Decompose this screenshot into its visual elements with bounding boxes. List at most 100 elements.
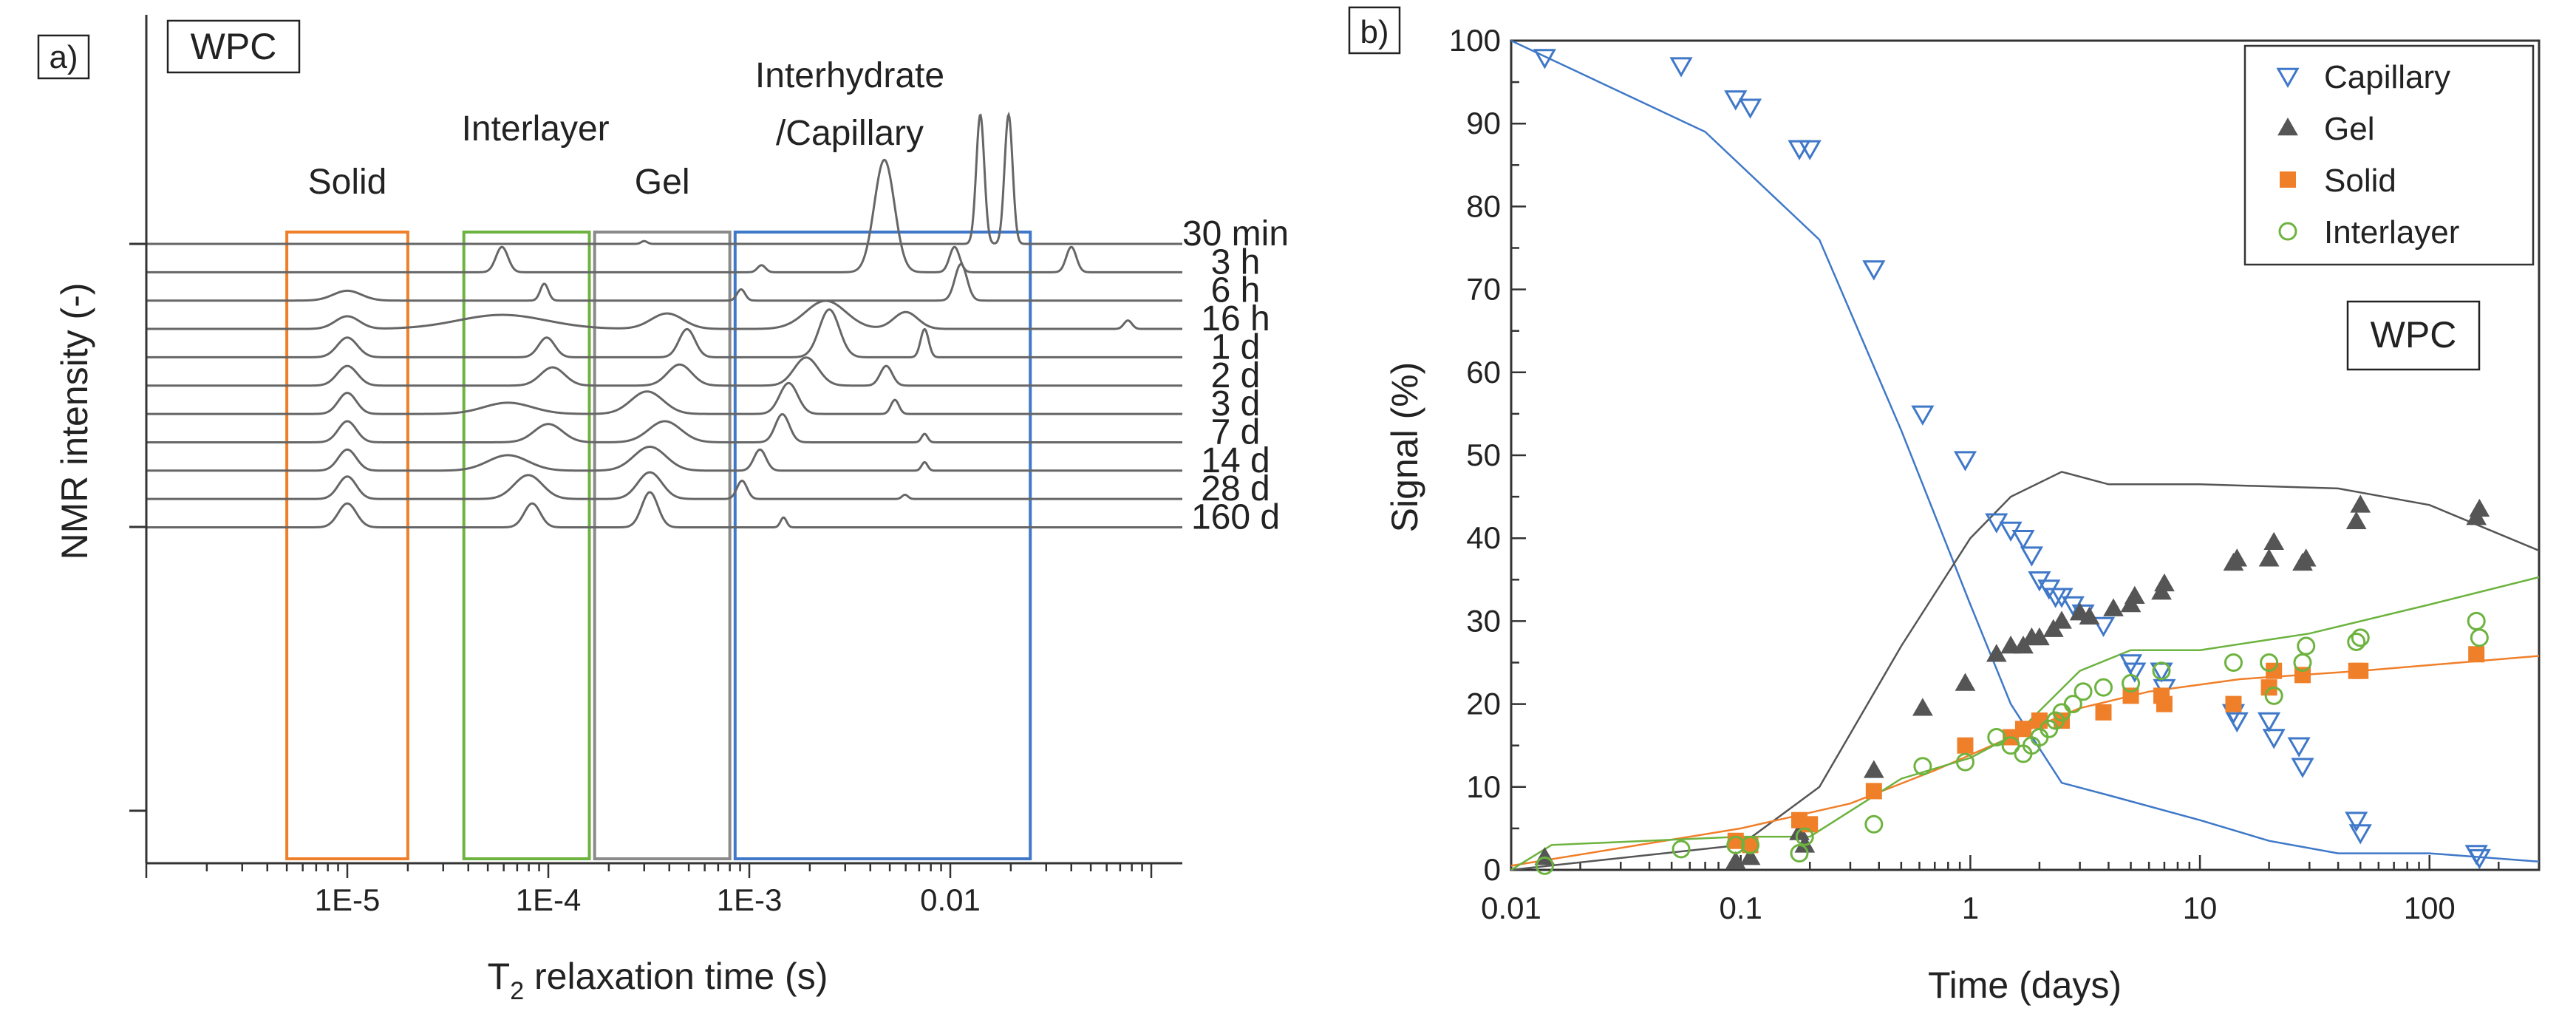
y-tick-label: 30 xyxy=(1466,603,1501,638)
y-tick-label: 10 xyxy=(1466,769,1501,804)
x-tick-label: 0.1 xyxy=(1719,891,1762,925)
region-box-gel xyxy=(593,231,732,860)
point-interlayer xyxy=(2260,653,2279,672)
point-gel xyxy=(2154,573,2175,592)
series-label-2-d: 2 d xyxy=(1211,356,1261,395)
spectrum-28-d xyxy=(146,471,1182,500)
panel-b-y-label: Signal (%) xyxy=(1384,362,1425,533)
panel-a-spectra xyxy=(146,111,1182,528)
point-gel xyxy=(2103,598,2124,616)
point-capillary xyxy=(2467,848,2491,870)
point-interlayer xyxy=(2122,674,2141,693)
point-gel xyxy=(2124,585,2145,604)
point-capillary xyxy=(1533,49,1556,69)
y-tick-label: 90 xyxy=(1466,106,1501,140)
legend-marker-solid xyxy=(2280,171,2296,188)
point-interlayer xyxy=(1955,752,1974,772)
y-tick-label: 60 xyxy=(1466,355,1501,389)
point-capillary xyxy=(2287,737,2311,758)
series-label-160-d: 160 d xyxy=(1191,498,1280,537)
panel-b: b) 0.01 0.1 1 10 100 0 10 20 30 40 50 60 70 80 90 100 W… xyxy=(1348,6,2541,1006)
point-capillary xyxy=(1911,405,1935,426)
point-solid xyxy=(2266,662,2283,679)
point-gel xyxy=(2051,610,2072,629)
panel-b-title-box xyxy=(2346,300,2481,371)
point-capillary xyxy=(2262,729,2286,749)
series-label-14-d: 14 d xyxy=(1201,441,1270,480)
point-capillary xyxy=(2291,758,2314,778)
point-capillary xyxy=(1862,260,1886,281)
panel-a-y-label: NMR intensity (-) xyxy=(54,282,95,559)
spectrum-160-d xyxy=(146,491,1182,528)
point-interlayer xyxy=(2063,695,2082,714)
point-gel xyxy=(1912,698,1933,716)
point-interlayer xyxy=(2264,686,2283,705)
point-solid xyxy=(1865,783,1882,800)
point-capillary xyxy=(1798,140,1822,160)
point-interlayer xyxy=(2347,632,2366,651)
panel-a-x-ticks: 1E-5 1E-4 1E-3 0.01 xyxy=(145,863,1153,917)
point-solid xyxy=(1742,837,1759,854)
legend-label-capillary: Capillary xyxy=(2324,59,2450,95)
x-tick-label: 0.01 xyxy=(1481,891,1541,925)
panel-b-label: b) xyxy=(1360,14,1388,50)
panel-b-points xyxy=(1533,49,2491,875)
region-label-interlayer: Interlayer xyxy=(462,109,610,149)
x-tick-label: 1E-5 xyxy=(315,882,381,917)
point-interlayer xyxy=(1795,827,1814,846)
point-gel xyxy=(2295,548,2317,567)
series-label-3-d: 3 d xyxy=(1211,384,1261,423)
x-tick-label: 10 xyxy=(2183,891,2218,925)
point-interlayer xyxy=(2094,678,2113,697)
panel-b-title: WPC xyxy=(2371,314,2457,355)
point-interlayer xyxy=(2467,611,2486,630)
x-tick-label: 1 xyxy=(1962,891,1979,925)
region-label-gel: Gel xyxy=(635,163,690,202)
x-tick-label: 0.01 xyxy=(920,882,981,917)
region-label-solid: Solid xyxy=(308,163,387,202)
panel-b-label-box xyxy=(1348,6,1401,55)
point-capillary xyxy=(1953,451,1977,472)
point-capillary xyxy=(1738,98,1762,119)
point-capillary xyxy=(2123,662,2147,683)
panel-b-x-label: Time (days) xyxy=(1928,964,2122,1006)
point-solid xyxy=(2014,721,2031,738)
point-gel xyxy=(1955,673,1976,691)
point-gel xyxy=(2469,498,2490,517)
point-interlayer xyxy=(2297,636,2316,656)
legend-label-interlayer: Interlayer xyxy=(2324,214,2459,251)
point-interlayer xyxy=(1790,844,1809,863)
y-tick-label: 80 xyxy=(1466,188,1501,223)
spectrum-3-h xyxy=(146,158,1182,273)
point-interlayer xyxy=(1864,814,1884,834)
point-capillary xyxy=(2225,712,2249,733)
legend-marker-capillary xyxy=(2276,67,2300,89)
y-tick-label: 40 xyxy=(1466,520,1501,555)
point-interlayer xyxy=(1987,727,2006,746)
series-label-3-h: 3 h xyxy=(1211,242,1261,282)
legend-label-gel: Gel xyxy=(2324,111,2374,147)
x-tick-label: 1E-4 xyxy=(516,882,582,917)
legend-label-solid: Solid xyxy=(2324,163,2396,199)
x-tick-label: 100 xyxy=(2404,891,2456,925)
panel-a-label: a) xyxy=(49,39,78,75)
panel-a-x-label: T2 relaxation time (s) xyxy=(488,956,828,1005)
point-solid xyxy=(2352,662,2369,679)
panel-a: a) WPC Solid Interlayer Gel Interhydrate/Ca… xyxy=(37,15,1289,1005)
point-gel xyxy=(2263,531,2285,551)
region-box-solid xyxy=(285,231,409,860)
region-box-interhydrate-capillary xyxy=(733,231,1032,860)
point-solid xyxy=(1957,737,1974,754)
legend-marker-gel xyxy=(2277,117,2298,136)
region-label-capillary: /Capillary xyxy=(776,114,924,153)
region-label-interhydrate: Interhydrate xyxy=(755,56,944,95)
panel-a-title: WPC xyxy=(191,26,277,67)
point-solid xyxy=(2468,646,2485,663)
point-gel xyxy=(2345,511,2367,530)
point-capillary xyxy=(2348,824,2372,845)
panel-a-region-labels: Solid Interlayer Gel Interhydrate/Capillary xyxy=(308,56,944,202)
spectrum-16-h xyxy=(146,299,1182,330)
point-interlayer xyxy=(1741,835,1760,854)
panel-b-legend: Capillary Gel Solid Interlayer xyxy=(2243,44,2535,266)
